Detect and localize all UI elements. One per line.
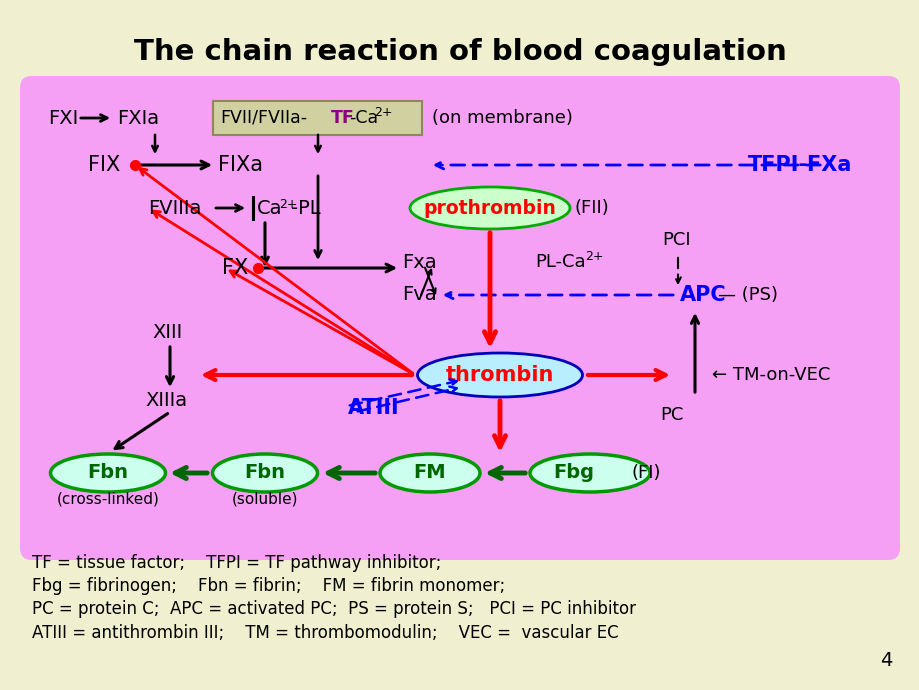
Ellipse shape (380, 454, 480, 492)
Text: XIII: XIII (152, 322, 182, 342)
Text: 2+: 2+ (584, 250, 603, 264)
Text: Fva: Fva (402, 286, 437, 304)
Text: ATIII = antithrombin III;    TM = thrombomodulin;    VEC =  vascular EC: ATIII = antithrombin III; TM = thrombomo… (32, 624, 618, 642)
Ellipse shape (212, 454, 317, 492)
Text: TFPI-FXa: TFPI-FXa (747, 155, 851, 175)
Text: (cross-linked): (cross-linked) (56, 491, 159, 506)
Text: ATIII: ATIII (347, 398, 399, 418)
Text: (FII): (FII) (574, 199, 609, 217)
Text: FVIIIa: FVIIIa (148, 199, 201, 217)
Text: (on membrane): (on membrane) (432, 109, 573, 127)
Text: APC: APC (679, 285, 726, 305)
Text: TF = tissue factor;    TFPI = TF pathway inhibitor;: TF = tissue factor; TFPI = TF pathway in… (32, 554, 441, 572)
FancyBboxPatch shape (213, 101, 422, 135)
Ellipse shape (417, 353, 582, 397)
Text: Fbn: Fbn (87, 464, 129, 482)
Text: (soluble): (soluble) (232, 491, 298, 506)
Text: prothrombin: prothrombin (423, 199, 556, 217)
Text: 4: 4 (879, 651, 891, 669)
Text: Ca: Ca (256, 199, 282, 217)
Text: thrombin: thrombin (446, 365, 553, 385)
Text: 2+: 2+ (278, 197, 297, 210)
Text: FX: FX (221, 258, 248, 278)
Ellipse shape (410, 187, 570, 229)
Text: FVII/FVIIa-: FVII/FVIIa- (220, 109, 307, 127)
Text: Fbn: Fbn (244, 464, 285, 482)
Text: XIIIa: XIIIa (145, 391, 187, 409)
Text: Fbg: Fbg (553, 464, 594, 482)
Text: ← TM-on-VEC: ← TM-on-VEC (711, 366, 830, 384)
Text: (FI): (FI) (631, 464, 661, 482)
Text: TF: TF (331, 109, 355, 127)
Text: Fbg = fibrinogen;    Fbn = fibrin;    FM = fibrin monomer;: Fbg = fibrinogen; Fbn = fibrin; FM = fib… (32, 577, 505, 595)
Text: FM: FM (414, 464, 446, 482)
Text: FXI: FXI (48, 108, 78, 128)
Text: PL-Ca: PL-Ca (535, 253, 585, 271)
Text: FXIa: FXIa (117, 108, 159, 128)
Text: The chain reaction of blood coagulation: The chain reaction of blood coagulation (133, 38, 786, 66)
Text: Fxa: Fxa (402, 253, 437, 271)
Ellipse shape (51, 454, 165, 492)
Text: 2+: 2+ (374, 106, 392, 119)
Text: PCI: PCI (662, 231, 690, 249)
Text: — (PS): — (PS) (717, 286, 777, 304)
Text: PC: PC (659, 406, 683, 424)
Text: PC = protein C;  APC = activated PC;  PS = protein S;   PCI = PC inhibitor: PC = protein C; APC = activated PC; PS =… (32, 600, 635, 618)
Text: -PL: -PL (290, 199, 321, 217)
Text: FIX: FIX (88, 155, 120, 175)
Text: -Ca: -Ca (348, 109, 378, 127)
Text: FIXa: FIXa (218, 155, 263, 175)
Ellipse shape (529, 454, 650, 492)
FancyBboxPatch shape (20, 76, 899, 560)
